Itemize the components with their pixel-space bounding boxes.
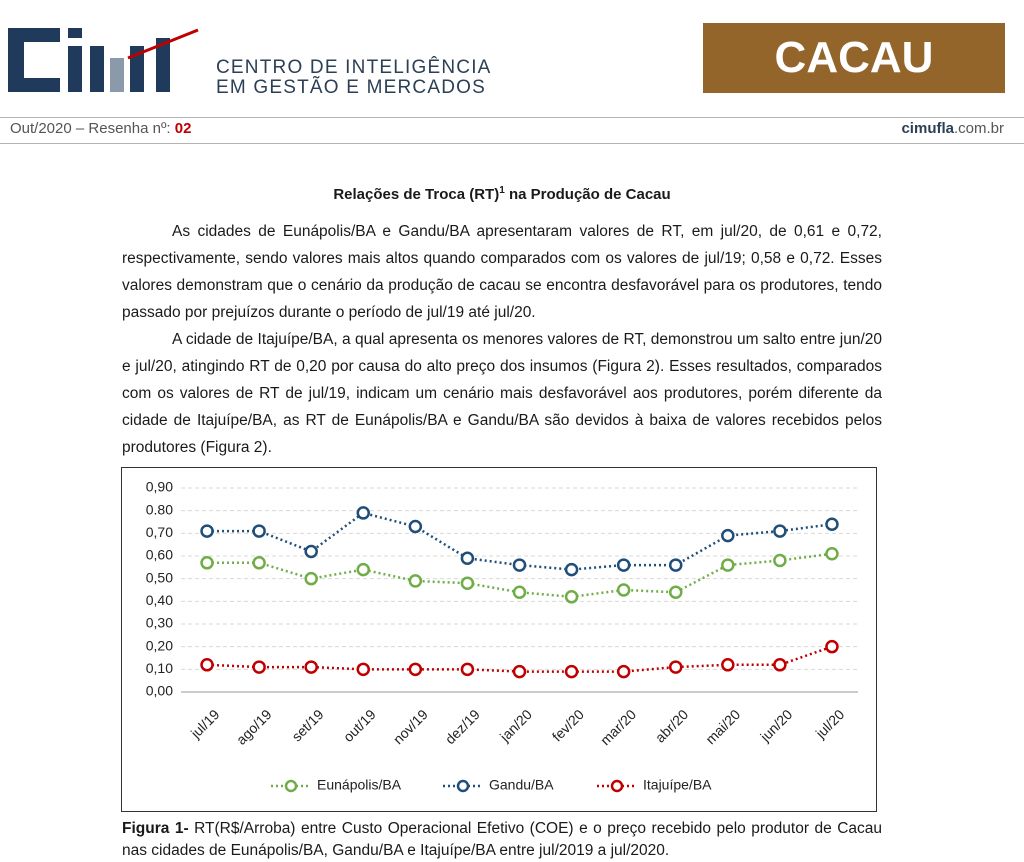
y-tick-label: 0,00	[146, 683, 173, 699]
data-point	[460, 576, 475, 590]
legend-label: Eunápolis/BA	[317, 777, 402, 793]
org-name: EM GESTÃO E MERCADOS	[216, 77, 486, 98]
data-point	[252, 556, 266, 570]
data-point	[616, 558, 631, 572]
caption-text: RT(R$/Arroba) entre Custo Operacional Ef…	[122, 820, 883, 859]
data-point	[460, 551, 475, 566]
rule	[0, 143, 1024, 144]
y-tick-label: 0,60	[146, 547, 173, 563]
data-point	[356, 662, 371, 677]
paragraph: A cidade de Itajuípe/BA, a qual apresent…	[122, 331, 882, 456]
y-tick-label: 0,90	[146, 479, 173, 495]
org-name: CENTRO DE INTELIGÊNCIA	[216, 57, 492, 78]
data-point	[668, 585, 683, 600]
data-point	[408, 662, 423, 677]
data-point	[825, 546, 839, 561]
data-point	[460, 662, 475, 677]
data-point	[200, 658, 214, 672]
y-tick-label: 0,70	[146, 524, 173, 540]
legend-swatch	[610, 779, 624, 793]
data-point	[512, 558, 527, 572]
data-point	[304, 544, 318, 559]
data-point	[773, 553, 787, 568]
data-point	[200, 524, 214, 538]
data-point	[304, 660, 318, 674]
data-point	[721, 658, 735, 672]
data-point	[773, 658, 787, 672]
data-point	[616, 583, 631, 597]
data-point	[773, 524, 787, 538]
title-text: Relações de Troca (RT)	[333, 186, 500, 203]
y-tick-label: 0,30	[146, 615, 173, 631]
article-title: Relações de Troca (RT)1 na Produção de C…	[122, 185, 882, 203]
site: cimufla.com.br	[901, 120, 1004, 137]
y-tick-label: 0,20	[146, 637, 173, 653]
data-point	[564, 562, 579, 577]
site-name: cimufla	[901, 120, 954, 137]
y-tick-label: 0.80	[146, 501, 173, 517]
chart: 0,00 0,10 0,20 0,30 0,40 0,50 0,60 0,70 0.80 0,90…	[121, 467, 877, 812]
data-point	[356, 506, 371, 520]
data-point	[200, 556, 214, 570]
title-footnote: 1	[499, 185, 505, 196]
title-text: na Produção de Cacau	[504, 186, 671, 203]
caption: Figura 1- RT(R$/Arroba) entre Custo Oper…	[122, 818, 882, 862]
legend-label: Itajuípe/BA	[643, 777, 712, 793]
logo	[8, 28, 199, 92]
edition: Out/2020 – Resenha nº: 02	[10, 120, 191, 137]
data-point	[408, 574, 423, 588]
paragraph: As cidades de Eunápolis/BA e Gandu/BA ap…	[122, 223, 882, 321]
data-point	[668, 558, 683, 572]
y-tick-label: 0,50	[146, 569, 173, 585]
data-point	[564, 590, 579, 604]
data-point	[252, 660, 266, 674]
data-point	[616, 664, 631, 679]
y-tick-label: 0,10	[146, 660, 173, 676]
data-point	[408, 519, 423, 534]
legend-swatch	[456, 779, 470, 793]
data-point	[564, 664, 579, 679]
rule	[0, 117, 1024, 118]
site-domain: .com.br	[953, 120, 1004, 137]
data-point	[825, 639, 839, 654]
data-point	[512, 585, 527, 600]
data-point	[668, 660, 683, 674]
data-point	[356, 562, 371, 577]
caption-label: Figura 1-	[122, 820, 189, 837]
legend-swatch	[284, 779, 298, 793]
data-point	[252, 524, 266, 538]
chart-frame	[121, 467, 877, 812]
product-label: CACAU	[703, 23, 1005, 93]
data-point	[304, 571, 318, 586]
data-point	[721, 558, 735, 572]
article-body: As cidades de Eunápolis/BA e Gandu/BA ap…	[122, 218, 882, 461]
edition-text: Out/2020 – Resenha nº:	[10, 120, 171, 137]
edition-number: 02	[174, 120, 192, 137]
data-point	[825, 517, 839, 532]
data-point	[512, 664, 527, 679]
legend-label: Gandu/BA	[489, 777, 554, 793]
data-point	[721, 528, 735, 543]
y-tick-label: 0,40	[146, 592, 173, 608]
